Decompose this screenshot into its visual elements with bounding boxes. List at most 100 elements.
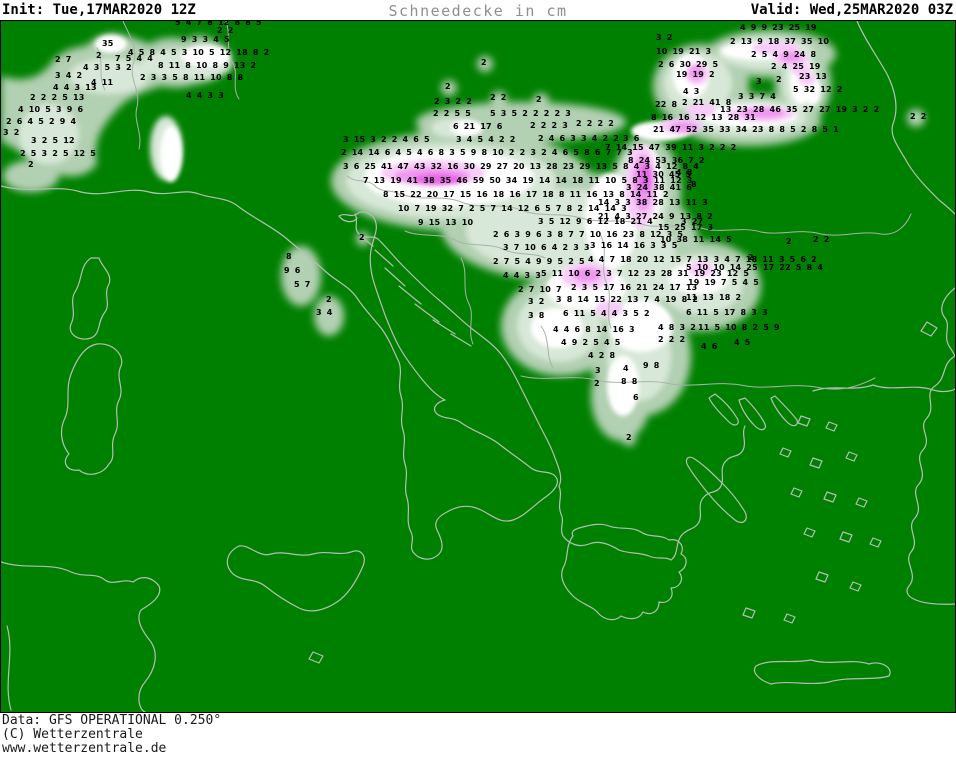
snow-value-row: 2 2 xyxy=(490,93,507,102)
snow-value-row: 2 2 5 5 xyxy=(433,109,472,118)
header: Init: Tue,17MAR2020 12Z Schneedecke in c… xyxy=(0,0,956,20)
snow-value-row: 6 11 5 17 8 3 3 xyxy=(686,308,768,317)
snow-value-row: 2 xyxy=(481,58,487,67)
snow-value-row: 4 5 xyxy=(734,338,751,347)
snow-value-row: 35 xyxy=(102,39,114,48)
snow-value-row: 2 xyxy=(594,379,600,388)
snow-value-row: 3 6 25 41 47 43 32 16 30 29 27 20 13 28 … xyxy=(343,162,700,171)
snow-value-row: 13 23 28 46 35 27 27 19 3 2 2 xyxy=(720,105,880,114)
valid-time-label: Valid: Wed,25MAR2020 03Z xyxy=(750,2,953,18)
snow-value-row: 11 30 45 5 xyxy=(636,170,692,179)
snow-value-row: 3 7 10 6 4 2 3 3 xyxy=(503,243,590,252)
snow-value-row: 7 14 15 47 39 11 3 2 2 2 xyxy=(605,143,737,152)
footer: Data: GFS OPERATIONAL 0.250° (C) Wetterz… xyxy=(0,713,956,768)
snow-value-row: 3 xyxy=(756,77,762,86)
snow-value-row: 2 2 xyxy=(217,26,234,35)
snow-value-row: 2 xyxy=(748,253,754,262)
snow-value-row: 2 3 2 2 xyxy=(434,97,473,106)
snow-value-row: 3 2 xyxy=(528,297,545,306)
snow-value-row: 4 4 3 3 xyxy=(186,91,225,100)
snow-value-row: 2 14 14 6 4 5 4 6 8 3 5 9 8 10 2 2 3 2 4… xyxy=(341,148,633,157)
snow-value-row: 7 13 19 41 38 35 46 59 50 34 19 14 14 18… xyxy=(363,176,693,185)
snow-value-row: 5 32 12 2 xyxy=(793,85,843,94)
snow-value-row: 4 2 8 xyxy=(588,351,616,360)
snow-value-row: 3 4 xyxy=(316,308,333,317)
snow-value-row: 2 2 xyxy=(910,112,927,121)
snow-value-row: 19 19 7 5 4 5 xyxy=(688,278,760,287)
snow-value-row: 2 6 30 29 5 xyxy=(658,60,719,69)
snow-value-row: 2 xyxy=(96,51,102,60)
snow-value-row: 3 4 2 xyxy=(55,71,83,80)
snow-value-row: 8 16 16 12 13 28 31 xyxy=(651,113,756,122)
snow-value-row: 3 16 14 16 3 3 5 xyxy=(590,241,678,250)
snow-value-row: 2 6 4 5 2 9 4 xyxy=(6,117,77,126)
snow-value-row: 2 2 xyxy=(813,235,830,244)
snow-value-row: 9 6 xyxy=(284,266,301,275)
snow-value-row: 4 4 3 3 xyxy=(503,271,542,280)
snow-value-row: 6 21 17 6 xyxy=(453,122,503,131)
snow-value-row: 4 10 5 3 9 6 xyxy=(18,105,84,114)
snow-value-row: 9 8 xyxy=(643,361,660,370)
snow-value-row: 2 xyxy=(28,160,34,169)
snow-value-row: 4 6 xyxy=(701,342,718,351)
snow-value-row: 3 6 xyxy=(623,134,640,143)
snow-value-row: 10 38 11 14 5 xyxy=(660,235,732,244)
snow-value-row: 2 xyxy=(776,75,782,84)
snow-value-row: 8 15 22 20 17 15 16 18 16 17 18 8 11 16 … xyxy=(383,190,669,199)
snow-value-row: 5 11 10 6 2 3 7 12 23 28 31 19 23 12 5 xyxy=(541,269,750,278)
snow-value-row: 2 3 5 17 16 21 24 17 13 xyxy=(571,283,698,292)
snow-value-row: 4 8 3 2 xyxy=(658,323,697,332)
snow-value-row: 2 xyxy=(536,95,542,104)
snow-value-row: 22 8 xyxy=(655,100,678,109)
map-canvas xyxy=(1,21,955,712)
snow-value-row: 5 4 7 8 12 8 8 5 xyxy=(175,20,262,27)
snow-value-row: 2 7 5 4 9 9 5 2 5 xyxy=(493,257,585,266)
snow-value-row: 3 2 5 12 xyxy=(31,136,75,145)
snow-value-row: 10 7 19 32 7 2 5 7 14 12 6 5 7 8 2 14 14… xyxy=(398,204,627,213)
snow-value-row: 2 xyxy=(445,82,451,91)
snow-value-row: 4 8 xyxy=(676,168,693,177)
snow-value-row: 5 7 xyxy=(294,280,311,289)
snow-value-row: 5 3 5 2 2 2 2 3 xyxy=(490,109,572,118)
country-borders xyxy=(96,21,912,390)
snow-value-row: 4 5 8 4 5 3 10 5 12 18 8 2 xyxy=(128,48,270,57)
snow-value-row: 7 5 4 4 xyxy=(115,54,154,63)
snow-value-row: 2 3 3 5 8 11 10 8 8 xyxy=(140,73,244,82)
snow-value-row: 2 4 25 19 xyxy=(771,62,821,71)
snow-value-row: 3 15 3 2 2 4 6 5 xyxy=(343,135,430,144)
snow-value-row: 9 15 13 10 xyxy=(418,218,474,227)
map-title: Schneedecke in cm xyxy=(388,2,568,20)
snow-value-row: 4 3 xyxy=(683,87,700,96)
snow-value-row: 2 2 2 xyxy=(658,335,686,344)
snow-value-row: 3 2 xyxy=(656,33,673,42)
snow-value-row: 3 8 14 15 22 13 7 4 19 8 2 xyxy=(556,295,699,304)
snow-value-row: 4 11 xyxy=(91,78,114,87)
data-source-label: Data: GFS OPERATIONAL 0.250° xyxy=(2,713,222,728)
snow-value-row: 21 4 3 27 24 9 13 8 2 xyxy=(598,212,713,221)
snow-value-row: 4 4 3 13 xyxy=(53,83,97,92)
snow-value-row: 8 8 xyxy=(621,377,638,386)
snow-value-row: 5 10 10 14 25 17 22 5 8 4 xyxy=(686,263,824,272)
snow-value-row: 2 4 6 3 3 4 2 2 xyxy=(538,134,620,143)
website-label: www.wetterzentrale.de xyxy=(2,741,167,756)
snow-value-row: 4 9 9 23 25 19 xyxy=(740,23,817,32)
snow-value-row: 8 xyxy=(286,252,292,261)
snow-value-row: 11 5 10 8 2 5 9 xyxy=(698,323,780,332)
snow-value-row: 15 25 17 3 xyxy=(658,223,714,232)
snow-value-row: 3 24 38 41 6 xyxy=(626,183,693,192)
snow-value-row: 2 6 3 9 6 3 8 7 7 10 16 23 8 12 3 5 xyxy=(493,230,684,239)
snow-value-row: 8 24 53 36 7 2 xyxy=(628,156,705,165)
snow-value-row: 14 3 3 38 28 13 11 3 xyxy=(598,198,708,207)
snow-value-row: 19 19 2 xyxy=(676,70,715,79)
snow-value-row: 3 xyxy=(595,366,601,375)
snow-value-row: 4 4 6 8 14 16 3 xyxy=(553,325,635,334)
snow-value-row: 2 7 xyxy=(55,55,72,64)
snow-value-row: 3 2 xyxy=(3,128,20,137)
snow-value-row: 2 2 2 5 13 xyxy=(30,93,85,102)
snow-value-row: 4 4 7 18 20 12 15 7 13 3 4 7 18 11 3 5 6… xyxy=(588,255,817,264)
snow-value-row: 2 2 2 2 xyxy=(576,119,615,128)
snow-value-row: 3 27 xyxy=(681,217,704,226)
snow-value-row: 4 xyxy=(623,364,629,373)
copyright-label: (C) Wetterzentrale xyxy=(2,727,143,742)
